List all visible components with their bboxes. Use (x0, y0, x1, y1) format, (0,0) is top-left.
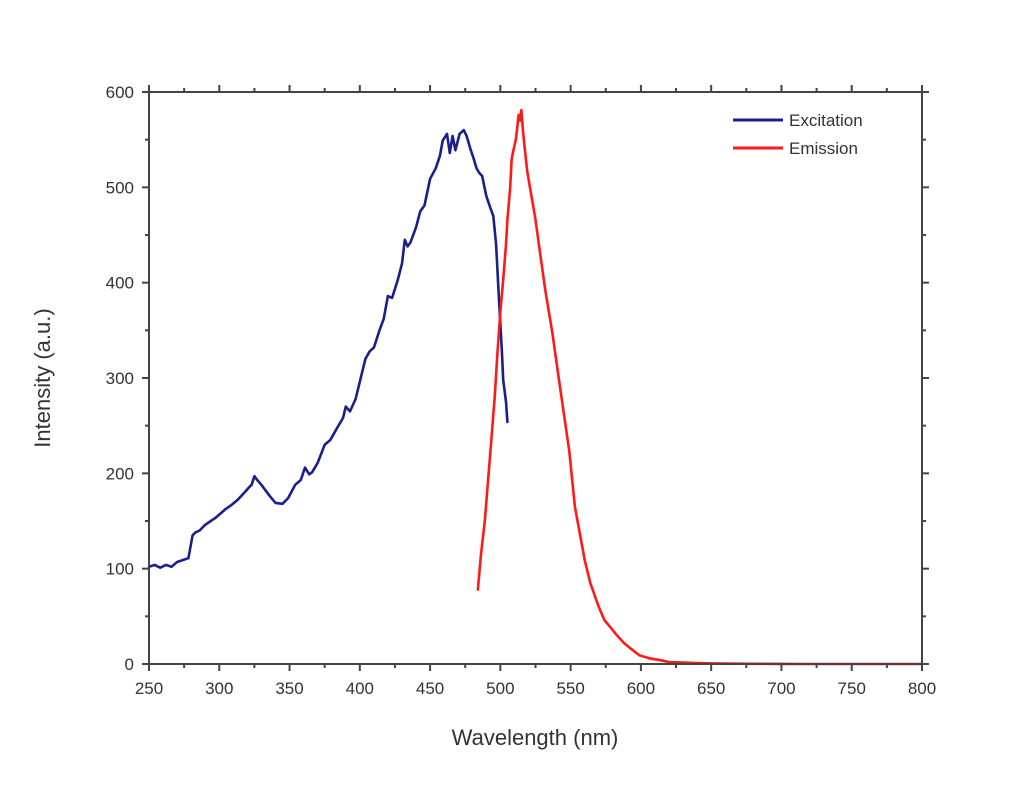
series-line-emission (476, 108, 924, 666)
series-layer (147, 108, 924, 666)
legend-label-excitation: Excitation (789, 111, 863, 130)
x-tick-label: 300 (205, 679, 233, 698)
x-tick-label: 750 (838, 679, 866, 698)
y-tick-label: 600 (106, 83, 134, 102)
series-line-excitation (147, 128, 509, 570)
legend: Excitation Emission (733, 111, 863, 158)
y-tick-label: 400 (106, 274, 134, 293)
y-tick-label: 300 (106, 369, 134, 388)
plot-border (148, 91, 923, 665)
y-axis-title: Intensity (a.u.) (30, 308, 55, 447)
x-axis: 250 300 350 400 450 500 550 600 650 700 750 800 (135, 85, 936, 698)
x-tick-label: 250 (135, 679, 163, 698)
legend-label-emission: Emission (789, 139, 858, 158)
x-tick-label: 400 (346, 679, 374, 698)
y-tick-label: 500 (106, 178, 134, 197)
legend-item-excitation: Excitation (733, 111, 863, 130)
y-tick-label: 100 (106, 560, 134, 579)
y-tick-label: 0 (125, 655, 134, 674)
x-tick-label: 650 (697, 679, 725, 698)
x-tick-label: 500 (486, 679, 514, 698)
x-tick-label: 550 (556, 679, 584, 698)
y-tick-label: 200 (106, 464, 134, 483)
y-axis: 0 100 200 300 400 500 600 (106, 83, 929, 674)
x-tick-label: 700 (767, 679, 795, 698)
x-tick-label: 600 (627, 679, 655, 698)
x-tick-label: 450 (416, 679, 444, 698)
x-axis-title: Wavelength (nm) (452, 725, 619, 750)
x-tick-label: 350 (275, 679, 303, 698)
plot-frame (148, 91, 923, 665)
legend-item-emission: Emission (733, 139, 858, 158)
x-tick-label: 800 (908, 679, 936, 698)
